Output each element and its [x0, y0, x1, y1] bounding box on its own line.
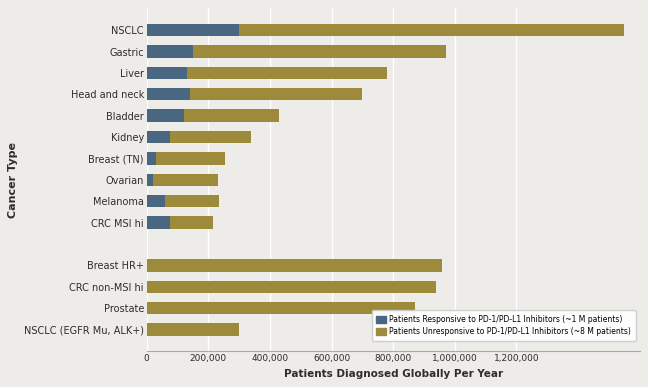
- Bar: [146, 152, 156, 164]
- Bar: [146, 24, 239, 36]
- Bar: [146, 195, 165, 207]
- Y-axis label: Cancer Type: Cancer Type: [8, 142, 18, 218]
- Bar: [187, 67, 387, 79]
- Bar: [146, 131, 170, 143]
- Bar: [239, 24, 624, 36]
- Bar: [183, 110, 279, 122]
- Bar: [190, 88, 362, 101]
- Bar: [146, 323, 239, 336]
- Bar: [170, 131, 251, 143]
- Bar: [146, 45, 193, 58]
- Legend: Patients Responsive to PD-1/PD-L1 Inhibitors (~1 M patients), Patients Unrespons: Patients Responsive to PD-1/PD-L1 Inhibi…: [372, 310, 636, 341]
- Bar: [146, 281, 436, 293]
- Bar: [146, 110, 183, 122]
- Bar: [153, 174, 218, 186]
- Bar: [156, 152, 226, 164]
- Bar: [146, 67, 187, 79]
- Bar: [146, 216, 170, 229]
- Bar: [193, 45, 446, 58]
- Bar: [146, 259, 443, 272]
- Bar: [165, 195, 219, 207]
- X-axis label: Patients Diagnosed Globally Per Year: Patients Diagnosed Globally Per Year: [284, 369, 503, 378]
- Bar: [146, 174, 153, 186]
- Bar: [146, 302, 415, 314]
- Bar: [146, 88, 190, 101]
- Bar: [170, 216, 213, 229]
